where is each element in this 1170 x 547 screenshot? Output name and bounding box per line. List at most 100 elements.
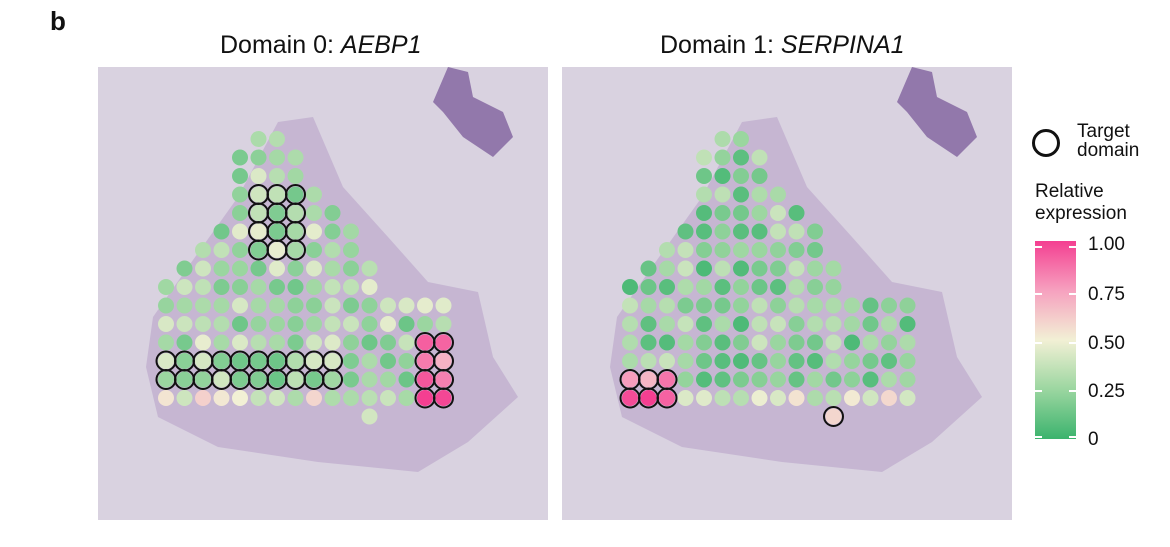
target-domain-spot <box>823 406 844 427</box>
expression-spot <box>158 390 174 406</box>
expression-spot <box>659 390 675 406</box>
colorbar-tick-label: 0.25 <box>1088 381 1125 402</box>
expression-spot <box>213 390 230 406</box>
expression-spot <box>659 260 675 277</box>
expression-spot <box>696 371 712 388</box>
expression-spot <box>232 260 248 277</box>
colorbar <box>1035 241 1076 439</box>
tissue-fragment <box>897 67 977 157</box>
expression-spot <box>640 260 657 277</box>
expression-spot <box>714 297 731 314</box>
expression-spot <box>250 242 267 258</box>
expression-spot <box>733 242 749 258</box>
expression-spot <box>622 279 638 295</box>
expression-spot <box>213 297 230 314</box>
expression-spot <box>287 186 304 203</box>
expression-spot <box>287 390 304 406</box>
expression-spot <box>714 316 731 332</box>
expression-spot <box>269 131 285 147</box>
expression-spot <box>659 279 675 295</box>
expression-spot <box>751 353 768 369</box>
target-domain-spot <box>433 387 454 409</box>
expression-spot <box>361 316 378 332</box>
expression-spot <box>733 223 749 240</box>
expression-spot <box>398 390 415 406</box>
expression-spot <box>380 316 396 332</box>
expression-spot <box>269 223 285 240</box>
expression-spot <box>195 371 211 388</box>
expression-spot <box>435 297 452 314</box>
expression-spot <box>380 353 396 369</box>
expression-spot <box>250 223 267 240</box>
expression-spot <box>696 297 712 314</box>
expression-spot <box>343 316 359 332</box>
expression-spot <box>195 316 211 332</box>
expression-spot <box>158 371 174 388</box>
expression-spot <box>343 353 359 369</box>
expression-spot <box>677 371 694 388</box>
expression-spot <box>696 223 712 240</box>
expression-spot <box>770 260 786 277</box>
expression-spot <box>306 260 322 277</box>
expression-spot <box>324 334 341 351</box>
expression-spot <box>714 205 731 221</box>
expression-spot <box>398 371 415 388</box>
colorbar-tick-label: 0.75 <box>1088 284 1125 305</box>
expression-spot <box>714 371 731 388</box>
expression-spot <box>622 353 638 369</box>
expression-spot <box>269 316 285 332</box>
expression-spot <box>306 205 322 221</box>
expression-spot <box>250 297 267 314</box>
target-ring-layer <box>619 369 844 427</box>
expression-spot <box>677 260 694 277</box>
expression-spot <box>195 242 211 258</box>
expression-spot <box>287 223 304 240</box>
expression-spot <box>788 390 805 406</box>
target-domain-ring-icon <box>1032 129 1060 157</box>
expression-spot <box>435 334 452 351</box>
expression-spot <box>733 131 749 147</box>
expression-spot <box>825 408 842 425</box>
expression-spot <box>176 297 193 314</box>
expression-spot <box>213 371 230 388</box>
expression-spot <box>306 297 322 314</box>
expression-spot <box>232 353 248 369</box>
expression-spot <box>640 371 657 388</box>
expression-spot <box>361 279 378 295</box>
expression-spot <box>677 316 694 332</box>
expression-spot <box>287 316 304 332</box>
expression-spot <box>825 371 842 388</box>
expression-spot <box>250 353 267 369</box>
expression-spot <box>751 297 768 314</box>
expression-spot <box>195 260 211 277</box>
expression-spot <box>398 316 415 332</box>
expression-spot <box>250 131 267 147</box>
expression-spot <box>696 205 712 221</box>
expression-spot <box>881 371 897 388</box>
expression-spot <box>677 390 694 406</box>
expression-spot <box>343 279 359 295</box>
expression-spot <box>899 353 916 369</box>
expression-spot <box>733 316 749 332</box>
expression-spot <box>287 168 304 184</box>
panel-title-domain-1: Domain 1: SERPINA1 <box>660 31 905 60</box>
expression-spot <box>807 242 823 258</box>
expression-spot <box>361 408 378 425</box>
expression-spot <box>324 279 341 295</box>
expression-spot <box>361 334 378 351</box>
expression-spot <box>176 260 193 277</box>
expression-spot <box>324 390 341 406</box>
expression-spot <box>287 279 304 295</box>
expression-spot <box>232 371 248 388</box>
expression-spot <box>213 223 230 240</box>
expression-spot <box>751 334 768 351</box>
expression-spot <box>622 390 638 406</box>
expression-spot <box>622 334 638 351</box>
expression-spot <box>232 390 248 406</box>
expression-spot <box>825 390 842 406</box>
expression-spot <box>158 316 174 332</box>
expression-spot <box>176 334 193 351</box>
expression-spot <box>306 279 322 295</box>
expression-spot <box>361 297 378 314</box>
expression-spot <box>659 316 675 332</box>
